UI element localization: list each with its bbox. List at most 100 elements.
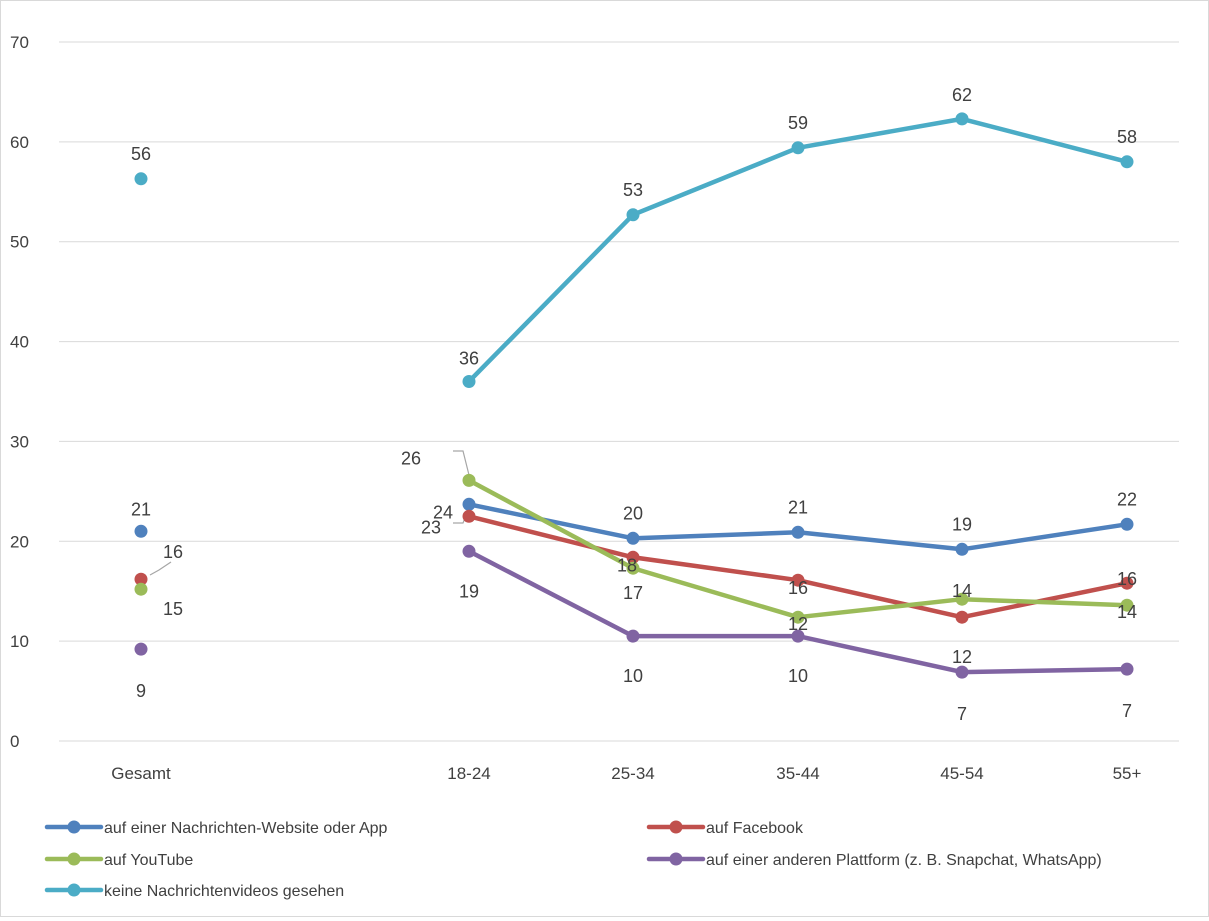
x-tick-label: 18-24	[447, 764, 490, 783]
data-label: 21	[788, 497, 808, 517]
leader-lines	[149, 450, 470, 576]
y-tick-label: 0	[10, 732, 19, 751]
data-point	[1120, 155, 1134, 169]
y-tick-label: 60	[10, 133, 29, 152]
x-tick-label: 55+	[1113, 764, 1142, 783]
data-point	[791, 141, 805, 155]
data-point	[134, 172, 148, 186]
legend-item: auf Facebook	[646, 820, 804, 837]
data-point	[955, 610, 969, 624]
data-point	[1120, 598, 1134, 612]
legend-swatch-marker	[67, 820, 81, 834]
leader-line	[453, 450, 470, 476]
x-tick-label: Gesamt	[111, 764, 171, 783]
data-point	[626, 561, 640, 575]
legend-swatch-marker	[669, 852, 683, 866]
x-tick-label: 35-44	[776, 764, 819, 783]
data-point	[955, 542, 969, 556]
data-label: 62	[952, 85, 972, 105]
data-label: 19	[952, 514, 972, 534]
legend-label: auf einer Nachrichten-Website oder App	[104, 820, 388, 837]
legend-swatch-marker	[67, 852, 81, 866]
x-tick-label: 25-34	[611, 764, 654, 783]
y-tick-label: 40	[10, 333, 29, 352]
series-4	[134, 112, 1134, 388]
data-label: 23	[421, 517, 441, 537]
data-label: 58	[1117, 127, 1137, 147]
data-point	[462, 497, 476, 511]
series-line	[466, 116, 1130, 384]
legend: auf einer Nachrichten-Website oder App au…	[44, 820, 1102, 900]
y-tick-label: 70	[10, 33, 29, 52]
data-point	[955, 112, 969, 126]
legend-item: auf YouTube	[44, 852, 193, 869]
legend-swatch-marker	[67, 883, 81, 897]
series-0	[134, 497, 1134, 556]
y-tick-label: 50	[10, 233, 29, 252]
data-point	[626, 550, 640, 564]
data-point	[955, 592, 969, 606]
data-label: 26	[401, 448, 421, 468]
data-label: 12	[788, 614, 808, 634]
data-label: 14	[952, 581, 972, 601]
data-label: 16	[788, 578, 808, 598]
y-tick-label: 30	[10, 432, 29, 451]
y-tick-label: 20	[10, 532, 29, 551]
data-point	[1120, 576, 1134, 590]
data-label: 10	[788, 666, 808, 686]
legend-label: keine Nachrichtenvideos gesehen	[104, 883, 344, 900]
data-point	[791, 610, 805, 624]
legend-item: auf einer anderen Plattform (z. B. Snapc…	[646, 852, 1102, 869]
y-tick-label: 10	[10, 632, 29, 651]
data-label: 20	[623, 503, 643, 523]
data-label: 14	[1117, 602, 1137, 622]
data-point	[462, 375, 476, 388]
data-label: 53	[623, 180, 643, 200]
data-point	[462, 544, 476, 558]
data-point	[626, 531, 640, 545]
x-tick-label: 45-54	[940, 764, 983, 783]
gridlines	[59, 41, 1179, 742]
legend-label: auf Facebook	[706, 820, 804, 837]
data-label: 59	[788, 113, 808, 133]
legend-swatch-marker	[669, 820, 683, 834]
data-label: 7	[1122, 701, 1132, 721]
series-1	[134, 509, 1134, 624]
series-3	[134, 544, 1134, 679]
legend-label: auf einer anderen Plattform (z. B. Snapc…	[706, 852, 1102, 869]
data-label: 18	[617, 555, 637, 575]
data-point	[955, 665, 969, 679]
data-point	[134, 642, 148, 656]
leader-line	[149, 561, 172, 576]
data-label: 7	[957, 704, 967, 724]
legend-item: keine Nachrichtenvideos gesehen	[44, 883, 344, 900]
data-label: 16	[1117, 569, 1137, 589]
data-point	[134, 572, 148, 586]
data-label: 19	[459, 581, 479, 601]
series-2	[134, 473, 1134, 624]
data-label: 12	[952, 647, 972, 667]
legend-item: auf einer Nachrichten-Website oder App	[44, 820, 388, 837]
data-point	[134, 582, 148, 596]
data-label: 16	[163, 542, 183, 562]
data-label: 24	[433, 502, 453, 522]
data-label: 56	[131, 144, 151, 164]
data-label: 15	[163, 599, 183, 619]
data-point	[791, 525, 805, 539]
data-point	[134, 524, 148, 538]
data-point	[1120, 662, 1134, 676]
data-point	[791, 629, 805, 643]
data-point	[1120, 517, 1134, 531]
legend-label: auf YouTube	[104, 852, 193, 869]
data-label: 36	[459, 349, 479, 369]
data-point	[791, 573, 805, 587]
data-point	[626, 208, 640, 222]
data-label: 22	[1117, 489, 1137, 509]
data-label: 10	[623, 666, 643, 686]
data-point	[462, 473, 476, 487]
data-point	[462, 509, 476, 523]
data-label: 17	[623, 583, 643, 603]
data-label: 21	[131, 499, 151, 519]
